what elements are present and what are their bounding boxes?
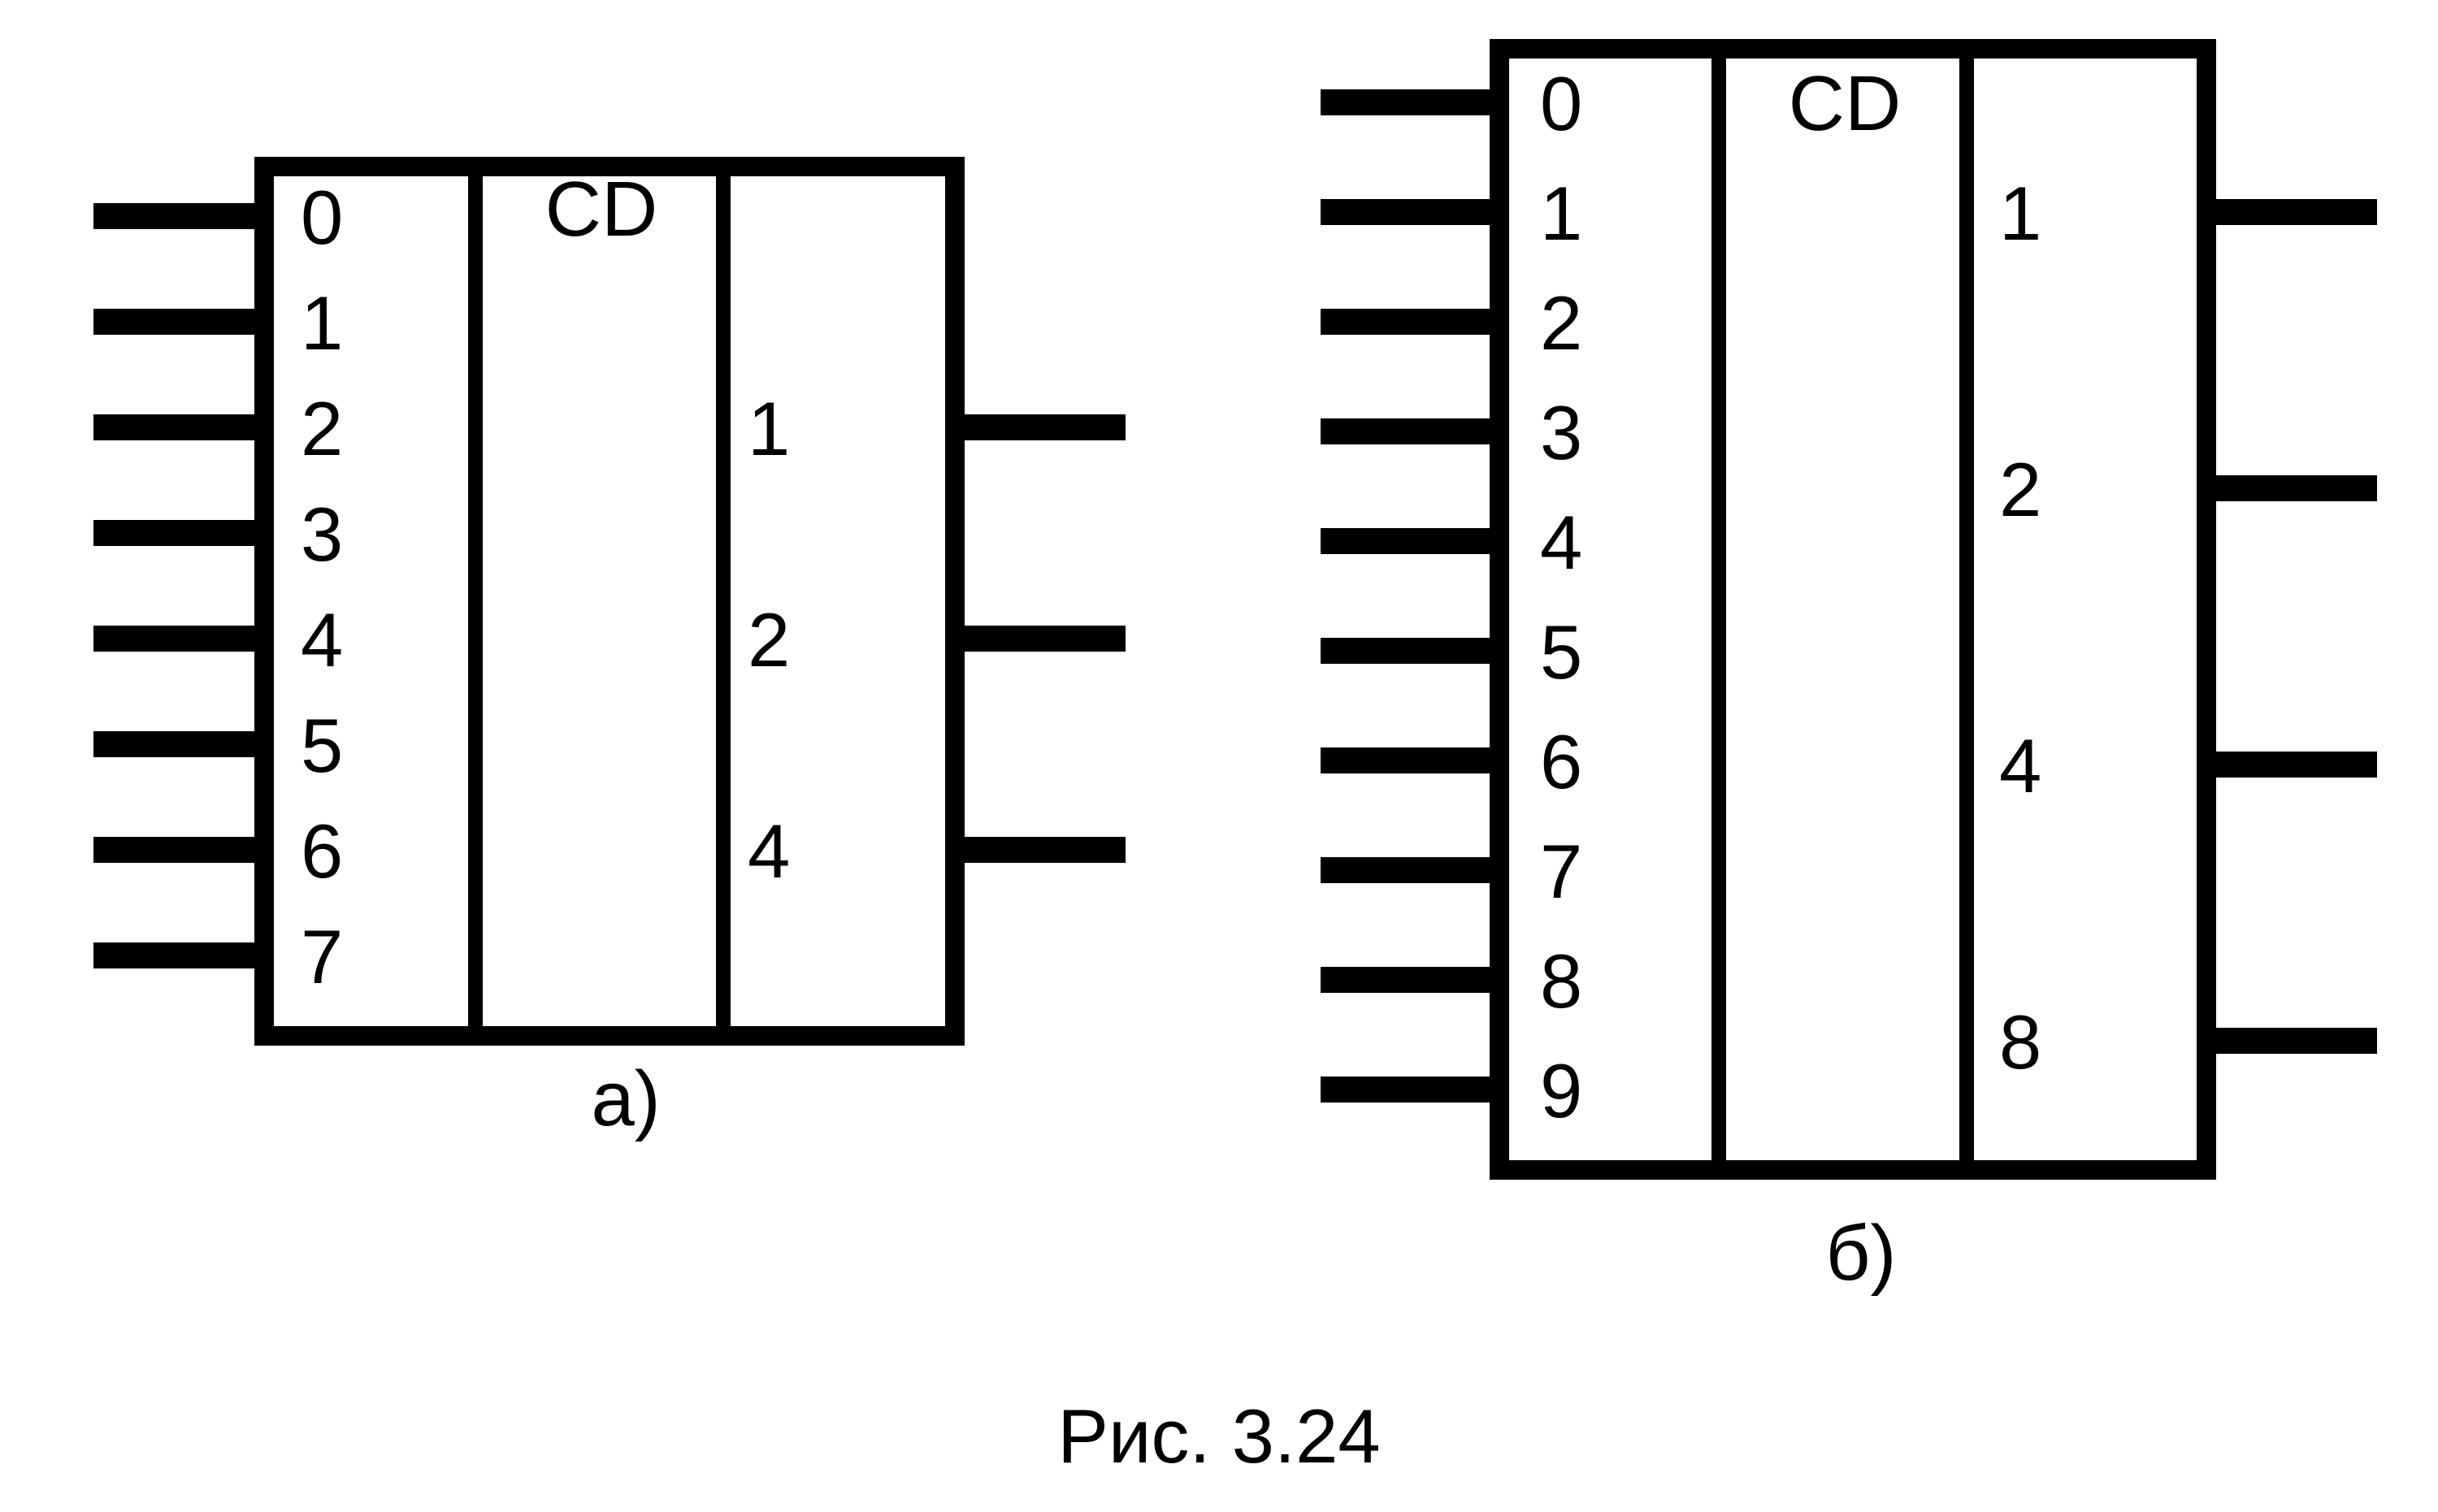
- figure-caption: Рис. 3.24: [1057, 1393, 1380, 1479]
- a-input-label-2: 2: [301, 386, 343, 471]
- b-input-label-9: 9: [1540, 1048, 1582, 1133]
- a-label-cd: CD: [545, 166, 658, 253]
- b-input-label-8: 8: [1540, 938, 1582, 1024]
- a-input-label-6: 6: [301, 808, 343, 894]
- a-input-label-4: 4: [301, 597, 343, 682]
- b-sublabel: б): [1826, 1210, 1897, 1297]
- b-input-label-1: 1: [1540, 171, 1582, 256]
- a-input-label-1: 1: [301, 280, 343, 366]
- a-output-label-2: 2: [748, 597, 790, 682]
- b-label-cd: CD: [1789, 60, 1902, 147]
- a-box: [264, 167, 955, 1036]
- encoder-block-b: CD 0 1 2 3 4 5 6 7 8 9 1 2 4 8 б): [1321, 49, 2377, 1297]
- b-input-label-2: 2: [1540, 280, 1582, 366]
- a-input-label-5: 5: [301, 703, 343, 788]
- b-output-label-1: 1: [1999, 171, 2041, 256]
- a-sublabel: а): [591, 1055, 660, 1142]
- b-input-label-0: 0: [1540, 61, 1582, 146]
- b-output-label-2: 2: [1999, 447, 2041, 532]
- b-box: [1499, 49, 2206, 1170]
- b-input-label-6: 6: [1540, 719, 1582, 804]
- b-input-label-4: 4: [1540, 500, 1582, 585]
- a-output-label-4: 4: [748, 808, 790, 894]
- b-input-label-7: 7: [1540, 829, 1582, 914]
- b-input-label-5: 5: [1540, 609, 1582, 695]
- a-input-label-0: 0: [301, 175, 343, 260]
- a-input-label-7: 7: [301, 914, 343, 999]
- encoder-block-a: CD 0 1 2 3 4 5 6 7 1 2 4 а): [93, 166, 1126, 1142]
- b-output-label-8: 8: [1999, 999, 2041, 1085]
- b-input-label-3: 3: [1540, 390, 1582, 475]
- a-output-label-1: 1: [748, 386, 790, 471]
- figure: CD 0 1 2 3 4 5 6 7 1 2 4 а) CD 0 1 2 3 4 5 6 7 8 9 1 2 4 8 б) Рис. 3.…: [0, 0, 2438, 1512]
- a-input-label-3: 3: [301, 492, 343, 577]
- b-output-label-4: 4: [1999, 723, 2041, 808]
